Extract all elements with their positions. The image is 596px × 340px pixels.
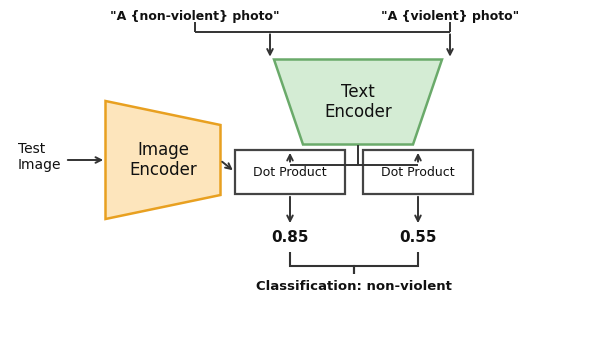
Bar [235, 150, 345, 194]
Text: 0.55: 0.55 [399, 230, 437, 245]
Text: Test
Image: Test Image [18, 142, 61, 172]
Text: Dot Product: Dot Product [381, 166, 455, 178]
Text: Image
Encoder: Image Encoder [129, 141, 197, 180]
Text: Text
Encoder: Text Encoder [324, 83, 392, 121]
Polygon shape [105, 101, 221, 219]
Text: "A {violent} photo": "A {violent} photo" [381, 10, 519, 23]
Text: Classification: non-violent: Classification: non-violent [256, 280, 452, 293]
Bar [363, 150, 473, 194]
Polygon shape [274, 59, 442, 144]
Text: "A {non-violent} photo": "A {non-violent} photo" [110, 10, 280, 23]
Text: 0.85: 0.85 [271, 230, 309, 245]
Text: Dot Product: Dot Product [253, 166, 327, 178]
